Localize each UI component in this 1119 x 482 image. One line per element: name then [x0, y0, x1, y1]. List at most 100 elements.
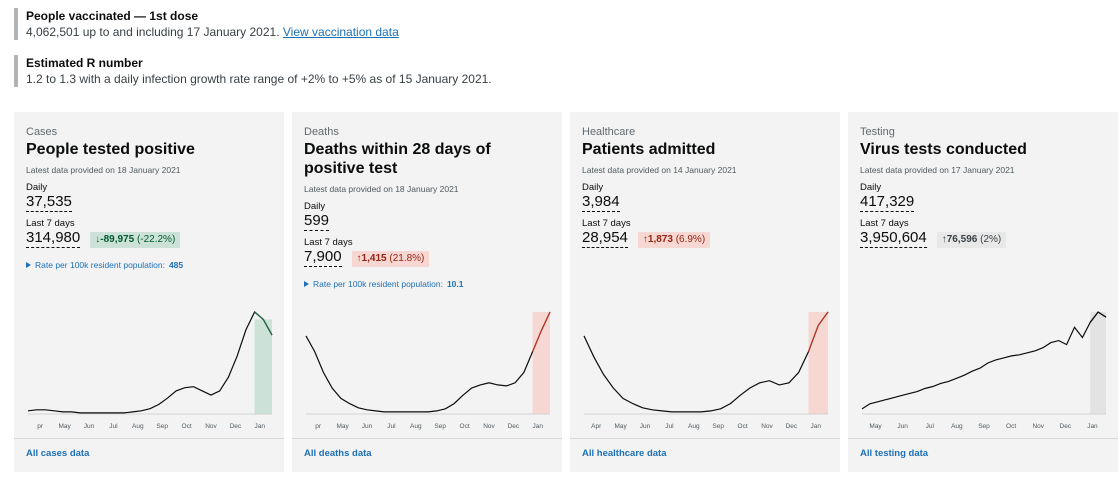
change-percent: (2%)	[980, 233, 1002, 245]
change-arrow: ↑	[941, 233, 947, 245]
updated-date: Latest data provided on 18 January 2021	[304, 184, 459, 194]
month-label: Nov	[1032, 423, 1044, 430]
month-label: Nov	[761, 423, 773, 430]
week-label: Last 7 days	[304, 237, 353, 248]
week-value: 28,954	[582, 229, 628, 248]
month-label: Aug	[410, 423, 422, 430]
month-label: Oct	[182, 423, 192, 430]
rate-value: 10.1	[446, 279, 464, 289]
summary-link[interactable]: View vaccination data	[282, 25, 399, 39]
month-label: Aug	[688, 423, 700, 430]
daily-value: 3,984	[582, 193, 620, 212]
month-label: Oct	[1006, 423, 1016, 430]
month-label: Jul	[926, 423, 935, 430]
month-label: Jan	[811, 423, 822, 430]
trend-line	[861, 311, 1107, 410]
month-label: May	[614, 423, 627, 430]
r-number-summary: Estimated R number 1.2 to 1.3 with a dai…	[14, 55, 492, 87]
week-value: 3,950,604	[860, 229, 927, 248]
card-category: Testing	[860, 126, 895, 138]
month-label: Jun	[84, 423, 95, 430]
change-percent: (6.9%)	[675, 233, 706, 245]
card-link[interactable]: All cases data	[14, 438, 284, 468]
change-arrow: ↑	[356, 252, 362, 264]
month-label: Apr	[591, 423, 602, 430]
month-label: Dec	[230, 423, 242, 430]
daily-value: 599	[304, 212, 330, 231]
rate-link[interactable]: Rate per 100k resident population: 485	[26, 260, 272, 270]
month-label: Jun	[640, 423, 651, 430]
card-link[interactable]: All testing data	[848, 438, 1118, 468]
summary-text: 4,062,501 up to and including 17 January…	[26, 24, 399, 40]
month-label: Aug	[132, 423, 144, 430]
change-arrow: ↑	[642, 233, 648, 245]
change-value: 76,596	[946, 233, 978, 245]
week-value: 314,980	[26, 229, 81, 248]
card-link[interactable]: All deaths data	[292, 438, 562, 468]
rate-icon	[304, 281, 309, 287]
card-body: Cases People tested positive Latest data p…	[14, 112, 284, 270]
card-link[interactable]: All healthcare data	[570, 438, 840, 468]
month-label: May	[869, 423, 882, 430]
trend-chart: Apr May Jun Jul Aug Sep Oct Nov Dec Jan	[583, 311, 829, 430]
daily-label: Daily	[304, 201, 326, 212]
change-badge: ↓-89,975 (-22.2%)	[90, 231, 181, 248]
card-title: Patients admitted	[582, 141, 716, 158]
change-badge: ↑1,873 (6.9%)	[637, 231, 711, 248]
month-label: Sep	[434, 423, 446, 430]
month-label: Jul	[665, 423, 674, 430]
trend-line	[27, 311, 273, 414]
daily-label: Daily	[860, 182, 882, 193]
trend-chart: pr May Jun Jul Aug Sep Oct Nov Dec Jan	[27, 311, 273, 430]
rate-label: Rate per 100k resident population:	[313, 279, 443, 289]
change-badge: ↑76,596 (2%)	[936, 231, 1007, 248]
month-label: Jul	[387, 423, 396, 430]
daily-label: Daily	[582, 182, 604, 193]
month-label: Jul	[109, 423, 118, 430]
month-label: pr	[37, 423, 44, 430]
last-7-days-highlight	[532, 312, 550, 414]
trend-chart: May Jun Jul Aug Sep Oct Nov Dec Jan	[861, 311, 1107, 430]
month-label: Jan	[1087, 423, 1098, 430]
summary-title: Estimated R number	[26, 56, 143, 70]
card-category: Deaths	[304, 126, 339, 138]
month-label: Sep	[156, 423, 168, 430]
trend-line-recent	[807, 311, 829, 352]
summary-text: 1.2 to 1.3 with a daily infection growth…	[26, 72, 492, 86]
month-label: Nov	[483, 423, 495, 430]
last-7-days-highlight	[254, 319, 272, 414]
month-label: Jun	[362, 423, 373, 430]
trend-line-recent	[254, 311, 273, 336]
card: Healthcare Patients admitted Latest data p…	[570, 112, 840, 472]
week-label: Last 7 days	[860, 218, 909, 229]
week-label: Last 7 days	[26, 218, 75, 229]
change-value: 1,873	[647, 233, 673, 245]
updated-date: Latest data provided on 17 January 2021	[860, 165, 1015, 175]
rate-label: Rate per 100k resident population:	[35, 260, 165, 270]
month-label: May	[336, 423, 349, 430]
month-label: Dec	[786, 423, 798, 430]
month-label: Jan	[533, 423, 544, 430]
rate-link[interactable]: Rate per 100k resident population: 10.1	[304, 279, 550, 289]
daily-value: 37,535	[26, 193, 72, 212]
month-label: Aug	[951, 423, 963, 430]
change-value: -89,975	[100, 233, 135, 245]
card-category: Cases	[26, 126, 58, 138]
month-label: Sep	[978, 423, 990, 430]
week-row: 7,900 ↑1,415 (21.8%)	[304, 248, 550, 267]
card-title: People tested positive	[26, 141, 195, 158]
rate-icon	[26, 262, 31, 268]
trend-line-recent	[1089, 311, 1107, 323]
month-label: Jan	[255, 423, 266, 430]
week-value: 7,900	[304, 248, 342, 267]
trend-chart: pr May Jun Jul Aug Sep Oct Nov Dec Jan	[305, 311, 551, 430]
week-row: 314,980 ↓-89,975 (-22.2%)	[26, 229, 272, 248]
card-body: Healthcare Patients admitted Latest data p…	[570, 112, 840, 248]
card-body: Testing Virus tests conducted Latest data …	[848, 112, 1118, 248]
last-7-days-highlight	[808, 312, 828, 414]
month-label: Oct	[460, 423, 470, 430]
week-label: Last 7 days	[582, 218, 631, 229]
summary-title: People vaccinated — 1st dose	[26, 9, 199, 23]
month-label: pr	[315, 423, 322, 430]
